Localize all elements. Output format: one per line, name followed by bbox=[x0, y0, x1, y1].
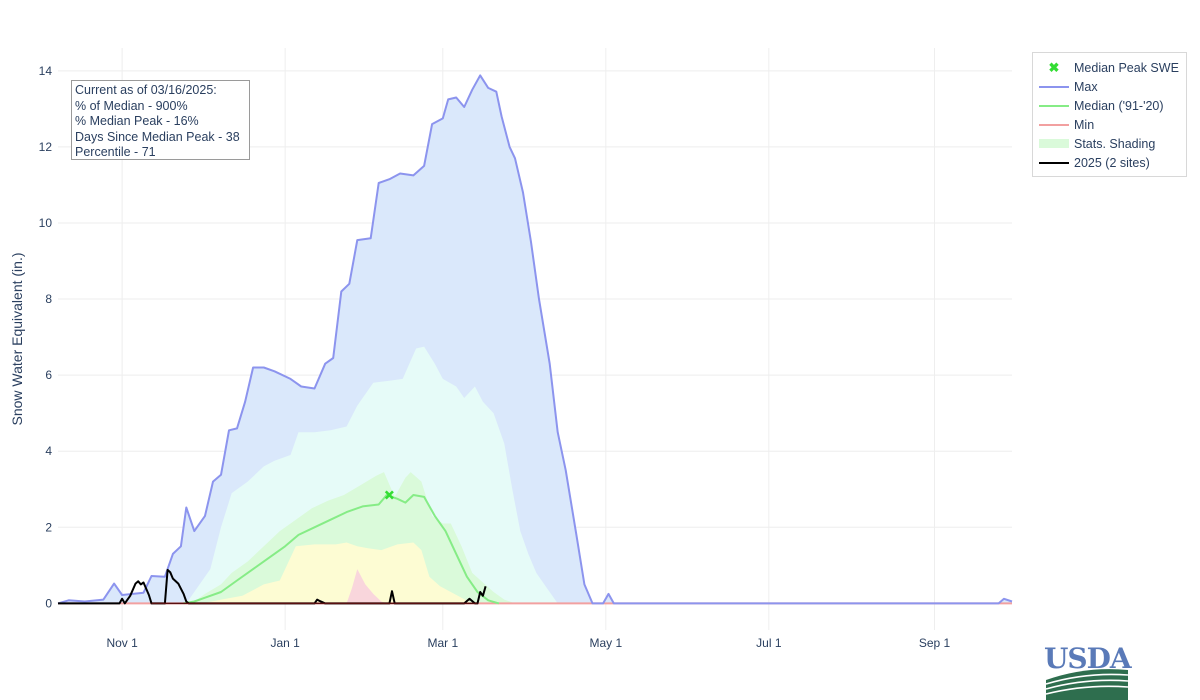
x-tick-label: May 1 bbox=[589, 636, 622, 650]
x-tick-label: Mar 1 bbox=[427, 636, 458, 650]
y-axis-ticks: 0 2 4 6 8 10 12 14 bbox=[39, 64, 53, 611]
y-tick-label: 12 bbox=[39, 140, 53, 154]
legend-label: 2025 (2 sites) bbox=[1074, 155, 1150, 170]
x-tick-label: Sep 1 bbox=[919, 636, 951, 650]
line-swatch-icon bbox=[1039, 96, 1069, 115]
legend-label: Min bbox=[1074, 117, 1095, 132]
series-line-2025-2-sites bbox=[58, 568, 487, 605]
legend-label: Max bbox=[1074, 79, 1098, 94]
shade-min-low-band bbox=[346, 569, 387, 604]
x-marker-icon: ✖ bbox=[1048, 60, 1060, 75]
y-tick-label: 2 bbox=[45, 520, 52, 534]
shade-upper-mid-band bbox=[191, 472, 515, 604]
y-tick-label: 4 bbox=[45, 444, 52, 458]
stats-shading-areas bbox=[58, 75, 1012, 604]
line-swatch-icon bbox=[1039, 115, 1069, 134]
y-axis-title: Snow Water Equivalent (in.) bbox=[9, 253, 25, 426]
legend-item-median-peak[interactable]: ✖ Median Peak SWE bbox=[1039, 58, 1179, 77]
legend-item-2025[interactable]: 2025 (2 sites) bbox=[1039, 153, 1150, 172]
median-peak-markers bbox=[384, 490, 394, 500]
shade-swatch-icon bbox=[1039, 134, 1069, 153]
legend-item-median[interactable]: Median ('91-'20) bbox=[1039, 96, 1164, 115]
y-tick-label: 14 bbox=[39, 64, 53, 78]
series-line-max bbox=[57, 74, 1013, 605]
usda-logo-text: USDA bbox=[1044, 642, 1132, 675]
y-tick-label: 8 bbox=[45, 292, 52, 306]
usda-logo: USDA bbox=[1044, 642, 1132, 700]
y-tick-label: 0 bbox=[45, 596, 52, 610]
info-days-since-peak: Days Since Median Peak - 38 bbox=[75, 129, 240, 144]
series-lines bbox=[57, 74, 1013, 605]
info-pct-median-peak: % Median Peak - 16% bbox=[75, 114, 199, 129]
line-swatch-icon bbox=[1039, 77, 1069, 96]
series-line-median-91-20 bbox=[183, 494, 500, 605]
x-tick-label: Jul 1 bbox=[756, 636, 782, 650]
shade-low-band bbox=[202, 542, 473, 604]
x-axis-ticks: Nov 1 Jan 1 Mar 1 May 1 Jul 1 Sep 1 bbox=[106, 636, 950, 650]
legend-label: Median ('91-'20) bbox=[1074, 98, 1164, 113]
current-status-box: Current as of 03/16/2025: % of Median - … bbox=[71, 80, 250, 160]
info-current-as-of: Current as of 03/16/2025: bbox=[75, 83, 217, 97]
y-tick-label: 6 bbox=[45, 368, 52, 382]
y-tick-label: 10 bbox=[39, 216, 53, 230]
x-tick-label: Nov 1 bbox=[106, 636, 138, 650]
legend-label: Stats. Shading bbox=[1074, 136, 1156, 151]
info-pct-median: % of Median - 900% bbox=[75, 98, 188, 113]
legend: ✖ Median Peak SWE Max Median ('91-'20) M… bbox=[1032, 52, 1187, 177]
x-tick-label: Jan 1 bbox=[270, 636, 300, 650]
legend-label: Median Peak SWE bbox=[1074, 60, 1179, 75]
median-peak-marker bbox=[384, 490, 394, 500]
legend-item-max[interactable]: Max bbox=[1039, 77, 1098, 96]
usda-field-icon bbox=[1045, 669, 1128, 700]
legend-item-stats-shading[interactable]: Stats. Shading bbox=[1039, 134, 1155, 153]
info-percentile: Percentile - 71 bbox=[75, 145, 156, 160]
median-peak-x-stroke bbox=[384, 490, 394, 500]
legend-item-min[interactable]: Min bbox=[1039, 115, 1094, 134]
line-swatch-icon bbox=[1039, 153, 1069, 172]
